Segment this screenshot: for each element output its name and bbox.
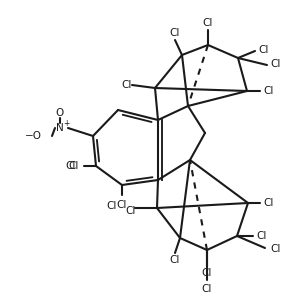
Text: Cl: Cl bbox=[69, 161, 79, 171]
Text: Cl: Cl bbox=[270, 59, 280, 69]
Text: Cl: Cl bbox=[203, 18, 213, 28]
Text: Cl: Cl bbox=[202, 284, 212, 294]
Text: O: O bbox=[56, 108, 64, 118]
Text: Cl: Cl bbox=[256, 231, 266, 241]
Text: N: N bbox=[56, 123, 64, 133]
Text: Cl: Cl bbox=[258, 45, 268, 55]
Text: +: + bbox=[63, 119, 69, 128]
Text: Cl: Cl bbox=[202, 268, 212, 278]
Text: Cl: Cl bbox=[66, 161, 76, 171]
Text: −O: −O bbox=[25, 131, 42, 141]
Text: Cl: Cl bbox=[170, 28, 180, 38]
Text: Cl: Cl bbox=[263, 198, 273, 208]
Text: Cl: Cl bbox=[263, 86, 273, 96]
Text: Cl: Cl bbox=[122, 80, 132, 90]
Text: Cl: Cl bbox=[126, 206, 136, 216]
Text: Cl: Cl bbox=[107, 201, 117, 211]
Text: Cl: Cl bbox=[117, 200, 127, 210]
Text: Cl: Cl bbox=[270, 244, 280, 254]
Text: Cl: Cl bbox=[170, 255, 180, 265]
